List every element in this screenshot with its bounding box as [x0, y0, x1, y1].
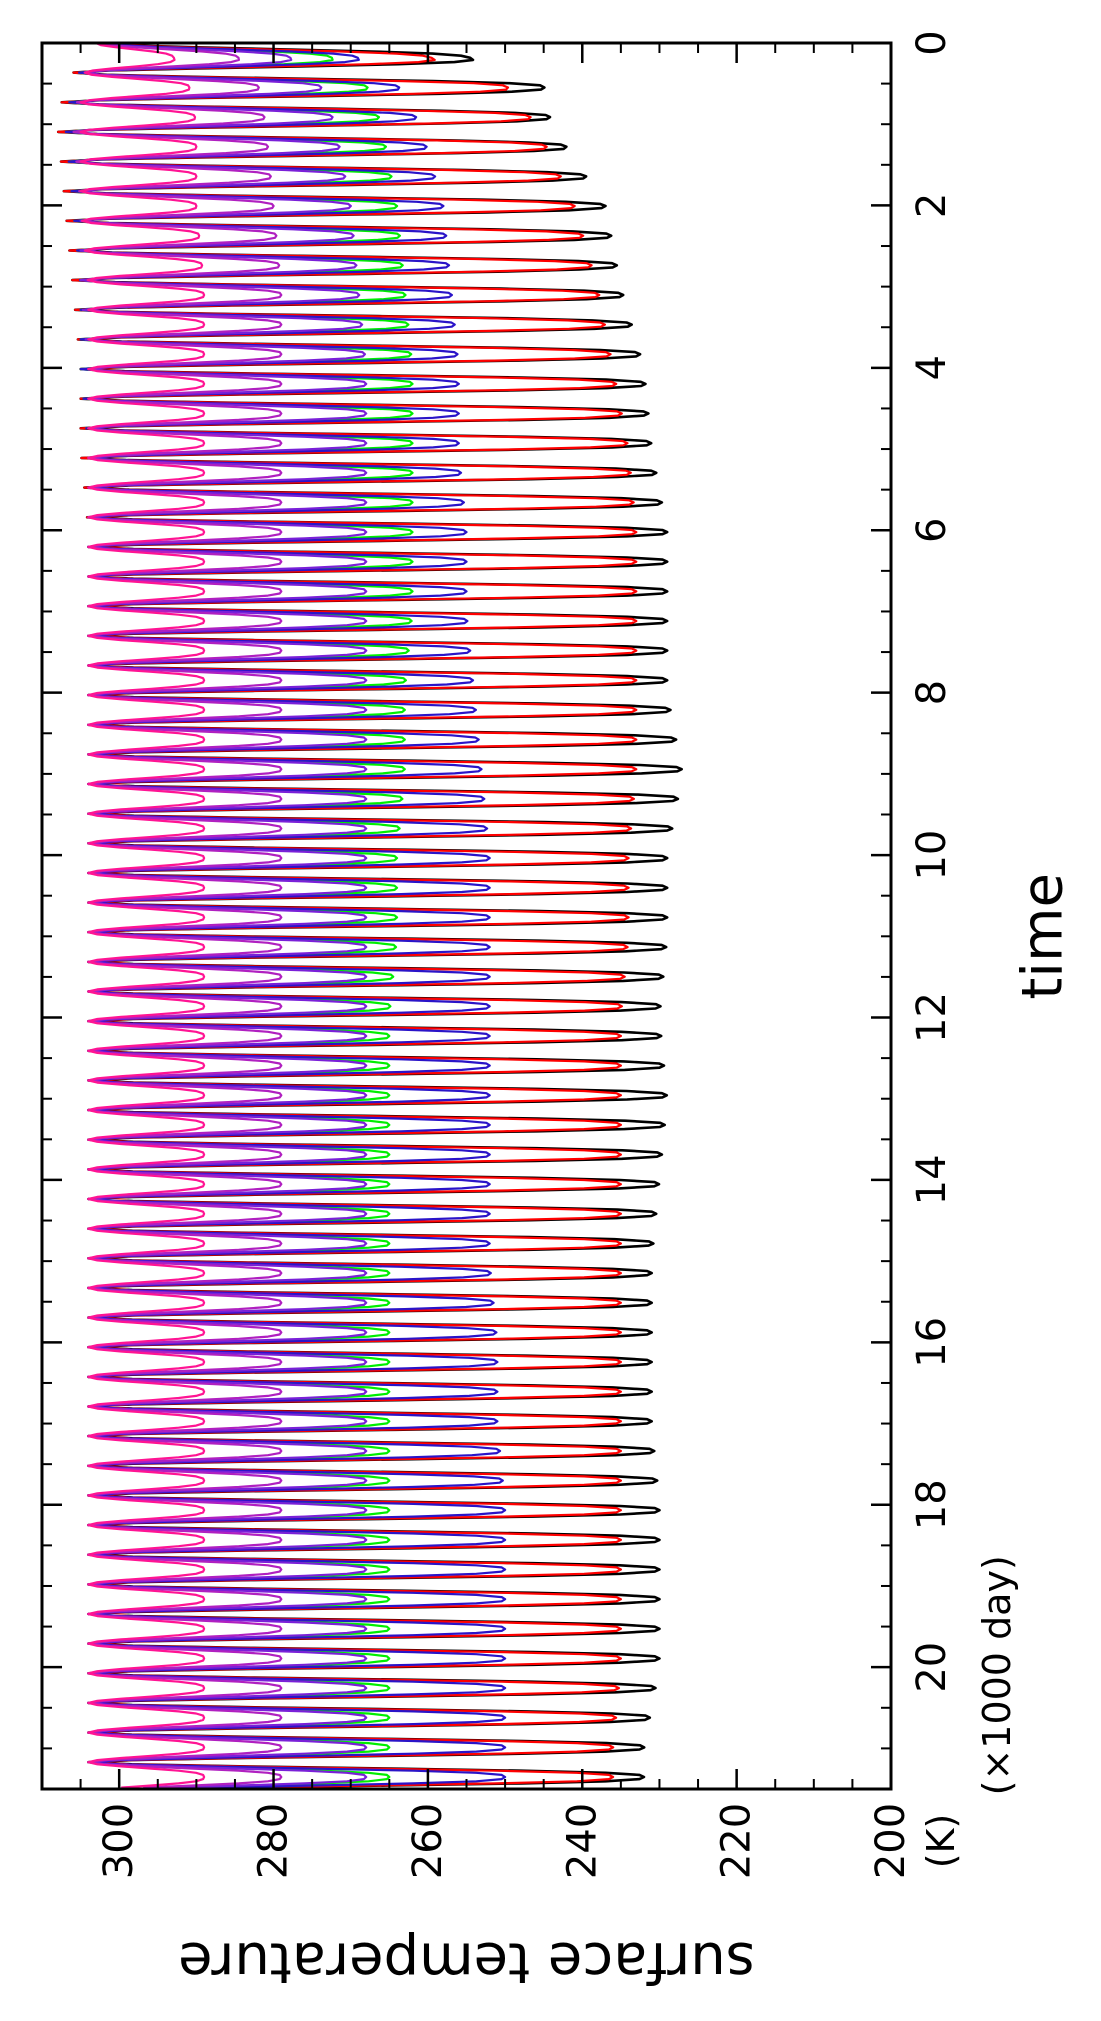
series-layer — [56, 41, 684, 1789]
time-tick-label: 18 — [909, 1479, 955, 1530]
x-axis-title: time — [1011, 873, 1076, 1000]
time-tick-label: 20 — [909, 1642, 955, 1693]
temp-tick-label: 300 — [96, 1803, 142, 1879]
time-tick-label: 0 — [909, 30, 955, 55]
time-tick-label: 12 — [909, 992, 955, 1043]
time-tick-label: 2 — [909, 193, 955, 218]
time-tick-label: 16 — [909, 1317, 955, 1368]
time-tick-label: 6 — [909, 518, 955, 543]
temp-tick-label: 280 — [251, 1803, 297, 1879]
y-axis-title: surface temperature — [178, 1930, 755, 1995]
temp-tick-label: 220 — [714, 1803, 760, 1879]
time-tick-label: 4 — [909, 355, 955, 380]
temp-tick-label: 260 — [405, 1803, 451, 1879]
time-tick-label: 14 — [909, 1154, 955, 1205]
y-axis-unit: (K) — [919, 1814, 963, 1869]
time-tick-label: 8 — [909, 680, 955, 705]
time-tick-label: 10 — [909, 830, 955, 881]
plot-frame — [40, 41, 893, 1791]
label-layer: 0 2 4 6 8 10 12 14 16 18 20 200 220 240 260 280 300 time (… — [96, 30, 1075, 1994]
series-line-6 — [79, 41, 206, 1789]
temp-tick-label: 200 — [868, 1803, 914, 1879]
x-axis-unit: (×1000 day) — [975, 1555, 1019, 1795]
temp-tick-label: 240 — [559, 1803, 605, 1879]
